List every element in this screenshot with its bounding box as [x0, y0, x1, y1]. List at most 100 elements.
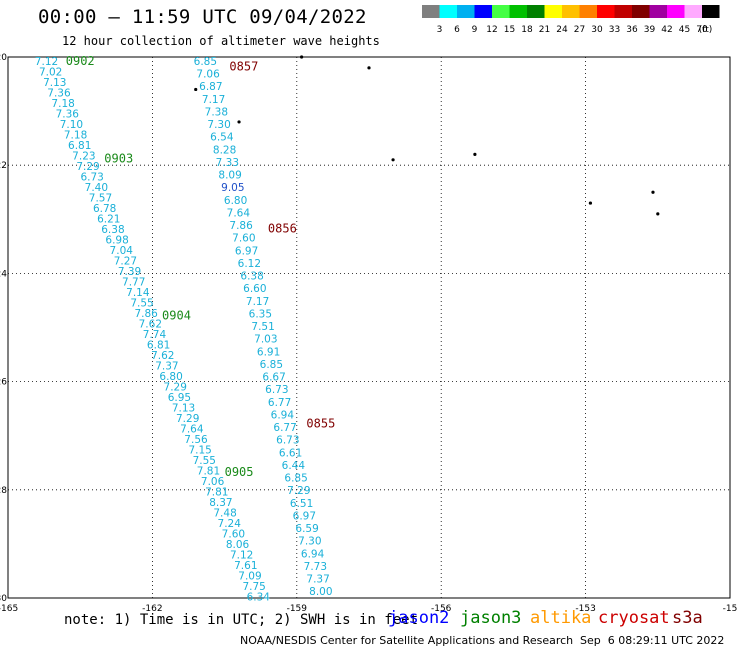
wave-height-value-track-a: 7.75 — [242, 581, 265, 593]
wave-height-value-track-a: 8.37 — [209, 497, 232, 509]
color-bin-label: 18 — [521, 25, 533, 35]
wave-height-value-track-a: 6.78 — [93, 203, 116, 215]
wave-height-value-track-b: 6.44 — [282, 460, 306, 472]
wave-height-value-track-a: 6.38 — [101, 224, 124, 236]
satellite-legend-jason3: jason3 — [460, 608, 522, 628]
wave-height-value-track-a: 6.95 — [168, 392, 191, 404]
island-marker — [656, 212, 660, 216]
pass-time-label: 0902 — [66, 54, 95, 68]
color-bin-label: 30 — [591, 25, 603, 35]
wave-height-value-track-b: 7.73 — [304, 561, 327, 573]
longitude-tick-label: -162 — [142, 604, 162, 612]
color-bin — [509, 5, 527, 18]
pass-time-label: 0855 — [306, 416, 335, 430]
island-marker — [300, 55, 304, 59]
wave-height-value-track-b: 6.51 — [290, 498, 313, 510]
color-bin-label: 70 — [696, 25, 708, 35]
color-bin — [579, 5, 597, 18]
satellite-legend-jason2: jason2 — [388, 608, 450, 628]
color-bin-label: 15 — [504, 25, 515, 35]
wave-height-value-track-b: 6.67 — [262, 372, 285, 384]
latitude-tick-label: -24 — [0, 269, 7, 279]
wave-height-value-track-b: 6.77 — [268, 397, 291, 409]
wave-height-value-track-b: 6.35 — [249, 308, 272, 320]
color-bin — [422, 5, 440, 18]
wave-height-value-track-b: 7.51 — [251, 321, 274, 333]
wave-height-value-track-b: 6.80 — [224, 195, 247, 207]
wave-height-value-track-b: 7.38 — [205, 106, 228, 118]
island-marker — [391, 158, 395, 162]
wave-height-value-track-b: 6.77 — [273, 422, 296, 434]
latitude-tick-label: -22 — [0, 161, 7, 171]
wave-height-value-track-a: 7.74 — [143, 329, 167, 341]
wave-height-value-track-b: 7.29 — [287, 485, 310, 497]
wave-height-value-track-b: 6.54 — [210, 132, 234, 144]
wave-height-value-track-b: 6.12 — [238, 258, 261, 270]
color-bin-label: 6 — [454, 25, 460, 35]
wave-height-value-track-b: 6.59 — [295, 523, 318, 535]
wave-height-value-track-a: 7.86 — [134, 308, 158, 320]
island-marker — [237, 120, 241, 124]
wave-height-value-track-a: 8.06 — [226, 539, 250, 551]
wave-height-value-track-a: 7.10 — [60, 119, 83, 131]
wave-height-value-track-b: 6.97 — [235, 245, 258, 257]
wave-height-value-track-a: 7.14 — [126, 287, 150, 299]
island-marker — [588, 201, 593, 205]
wave-height-value-track-a: 7.36 — [56, 109, 80, 121]
wave-height-value-track-b: 6.73 — [276, 435, 299, 447]
wave-height-value-track-b: 6.85 — [284, 473, 307, 485]
wave-height-value-track-b: 6.91 — [257, 346, 280, 358]
longitude-tick-label: -153 — [575, 604, 595, 612]
wave-height-value-track-a: 7.37 — [155, 361, 178, 373]
color-bin-label: 24 — [556, 25, 568, 35]
satellite-legend-altika: altika — [530, 608, 592, 628]
color-bin-label: 27 — [574, 25, 585, 35]
latitude-tick-label: -30 — [0, 594, 7, 604]
latitude-tick-label: -20 — [0, 53, 7, 63]
wave-height-value-track-a: 7.29 — [76, 161, 99, 173]
color-bin-label: 36 — [626, 25, 638, 35]
wave-height-value-track-a: 7.29 — [176, 413, 199, 425]
wave-height-value-track-a: 6.98 — [105, 235, 128, 247]
wave-height-value-track-a: 7.15 — [188, 445, 211, 457]
wave-height-value-track-a: 7.36 — [47, 88, 71, 100]
wave-height-value-track-a: 7.09 — [238, 571, 261, 583]
color-bin — [562, 5, 580, 18]
island-marker — [194, 87, 198, 92]
color-bin — [474, 5, 492, 18]
wave-height-value-track-a: 6.34 — [247, 592, 271, 604]
pass-time-label: 0903 — [104, 151, 133, 165]
wave-height-value-track-b: 7.06 — [196, 69, 220, 81]
color-bin — [597, 5, 615, 18]
color-bin — [702, 5, 720, 18]
island-marker — [651, 190, 655, 194]
wave-height-value-track-b: 8.28 — [213, 144, 236, 156]
color-scale-unit: (ft) — [699, 25, 713, 35]
wave-height-value-track-a: 7.06 — [201, 476, 225, 488]
wave-height-value-track-a: 7.04 — [110, 245, 134, 257]
wave-height-value-track-a: 7.13 — [43, 77, 66, 89]
wave-height-value-track-b: 7.64 — [227, 207, 251, 219]
color-bin-label: 12 — [486, 25, 497, 35]
color-bin — [492, 5, 510, 18]
island-marker — [473, 152, 477, 156]
color-bin — [544, 5, 562, 18]
color-bin — [667, 5, 685, 18]
wave-height-value-track-a: 7.62 — [151, 350, 174, 362]
wave-height-value-track-a: 7.18 — [51, 98, 74, 110]
color-bin — [614, 5, 632, 18]
credit-text: NOAA/NESDIS Center for Satellite Applica… — [240, 634, 574, 647]
wave-height-value-track-b: 6.97 — [293, 510, 316, 522]
wave-height-value-track-a: 7.40 — [85, 182, 108, 194]
wave-height-value-track-b: 7.30 — [207, 119, 230, 131]
wave-height-value-track-a: 7.18 — [64, 130, 87, 142]
wave-height-value-track-a: 6.21 — [97, 214, 120, 226]
map-title: 00:00 – 11:59 UTC 09/04/2022 — [38, 6, 367, 28]
wave-height-value-track-a: 7.62 — [139, 319, 162, 331]
wave-height-value-track-a: 7.61 — [234, 560, 257, 572]
longitude-tick-label: -156 — [431, 604, 452, 612]
wave-height-value-track-b: 7.37 — [306, 574, 329, 586]
wave-height-value-track-b: 7.33 — [216, 157, 239, 169]
color-bin — [527, 5, 545, 18]
color-scale-legend: 3 6 9 12 15 18 21 24 27 30 33 36 39 42 45 70(ft) — [422, 5, 720, 35]
